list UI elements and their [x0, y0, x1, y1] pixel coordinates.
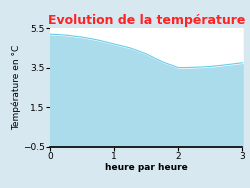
X-axis label: heure par heure: heure par heure — [105, 163, 188, 172]
Title: Evolution de la température: Evolution de la température — [48, 14, 245, 27]
Y-axis label: Température en °C: Température en °C — [12, 45, 21, 130]
